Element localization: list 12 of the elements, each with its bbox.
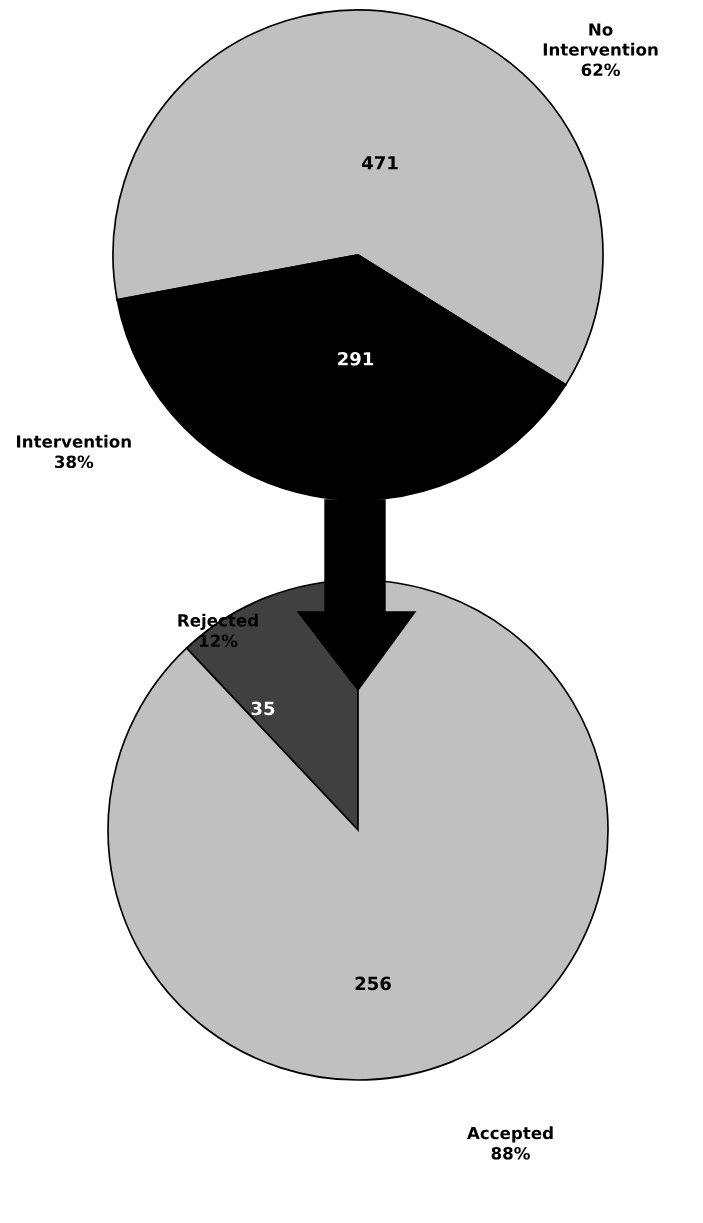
data-label: 256 <box>355 976 391 991</box>
slice-label: Rejected <box>178 613 258 630</box>
text: 88% <box>491 1146 530 1160</box>
text: 38% <box>54 455 94 469</box>
text: 62% <box>581 63 620 77</box>
slice-label: No Intervention <box>543 23 658 56</box>
slice-label: Accepted <box>467 1126 553 1143</box>
slice-label: Intervention <box>17 434 131 448</box>
data-label: 35 <box>251 701 275 716</box>
text: 12% <box>199 634 238 648</box>
data-label: 291 <box>338 351 374 366</box>
data-label: 471 <box>362 156 398 170</box>
